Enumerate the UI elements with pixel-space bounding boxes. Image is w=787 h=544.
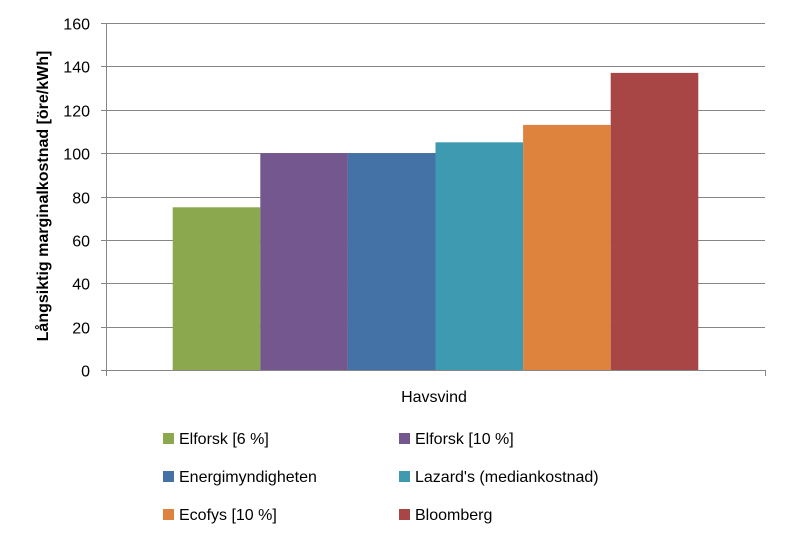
legend-label: Energimyndigheten — [179, 469, 317, 486]
bar — [172, 207, 261, 370]
y-tick-label: 80 — [72, 191, 90, 208]
legend: Elforsk [6 %] Elforsk [10 %] Energimyndigh… — [163, 431, 599, 524]
bar — [347, 153, 436, 370]
bar — [435, 142, 524, 370]
legend-swatch — [399, 509, 410, 520]
legend-label: Lazard's (mediankostnad) — [415, 469, 599, 486]
y-tick-labels: 0 20 40 60 80 100 120 140 160 — [63, 17, 90, 381]
legend-label: Ecofys [10 %] — [179, 507, 277, 524]
y-tick-label: 40 — [72, 277, 90, 294]
legend-swatch — [163, 433, 174, 444]
y-tick-label: 120 — [63, 104, 90, 121]
legend-label: Bloomberg — [415, 507, 492, 524]
legend-label: Elforsk [10 %] — [415, 431, 514, 448]
y-tick-label: 60 — [72, 234, 90, 251]
y-tick-label: 0 — [81, 364, 90, 381]
y-tick-label: 100 — [63, 147, 90, 164]
legend-swatch — [399, 433, 410, 444]
legend-swatch — [399, 471, 410, 482]
bar — [610, 72, 699, 371]
legend-label: Elforsk [6 %] — [179, 431, 269, 448]
y-axis-label: Långsiktig marginalkostnad [öre/kWh] — [34, 51, 52, 342]
bars — [172, 72, 699, 371]
axes — [106, 23, 766, 376]
legend-swatch — [163, 471, 174, 482]
y-tick-label: 160 — [63, 17, 90, 34]
bar — [260, 153, 348, 370]
legend-swatch — [163, 509, 174, 520]
y-tick-label: 140 — [63, 60, 90, 77]
bar — [523, 124, 611, 371]
category-label: Havsvind — [401, 389, 467, 406]
y-tick-label: 20 — [72, 321, 90, 338]
